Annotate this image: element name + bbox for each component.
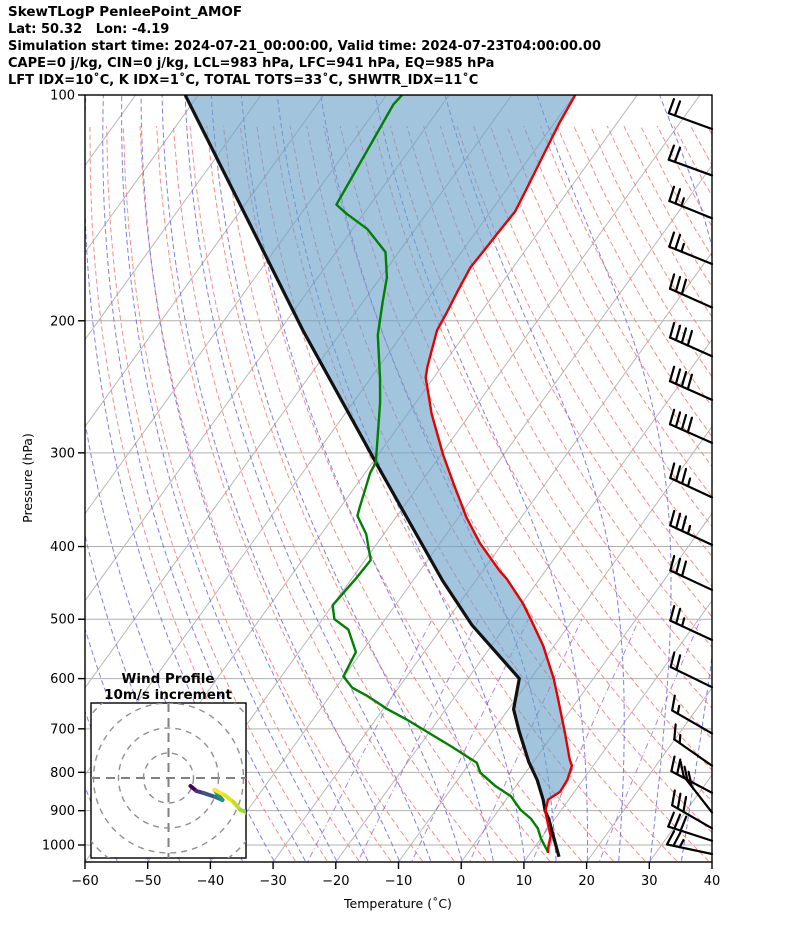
times-text: Simulation start time: 2024-07-21_00:00:… xyxy=(8,39,601,54)
x-tick-label: 20 xyxy=(578,874,595,889)
wind-barb xyxy=(670,323,712,356)
y-tick-label: 600 xyxy=(50,672,75,687)
y-axis-label: Pressure (hPa) xyxy=(20,433,35,523)
x-tick-label: 0 xyxy=(457,874,465,889)
y-tick-label: 300 xyxy=(50,446,75,461)
indices2-text: LFT IDX=10˚C, K IDX=1˚C, TOTAL TOTS=33˚C… xyxy=(8,72,478,88)
wind-barb xyxy=(667,831,712,854)
wind-barb xyxy=(669,187,712,218)
wind-barb xyxy=(669,99,712,129)
x-tick-label: −40 xyxy=(197,874,224,889)
x-tick-label: 40 xyxy=(704,874,721,889)
wind-barb xyxy=(669,146,712,176)
y-tick-label: 700 xyxy=(50,722,75,737)
wind-barb xyxy=(670,410,712,443)
y-tick-label: 800 xyxy=(50,766,75,781)
wind-barb xyxy=(670,511,712,545)
y-tick-label: 1000 xyxy=(42,839,75,854)
hodograph-title: Wind Profile xyxy=(121,671,214,687)
x-tick-label: 10 xyxy=(516,874,533,889)
x-tick-label: −20 xyxy=(322,874,349,889)
y-tick-label: 200 xyxy=(50,314,75,329)
x-tick-label: −50 xyxy=(134,874,161,889)
x-tick-label: −10 xyxy=(385,874,412,889)
y-tick-label: 500 xyxy=(50,613,75,628)
y-tick-label: 400 xyxy=(50,540,75,555)
hodograph-inset: Wind Profile 10m/s increment xyxy=(69,671,269,878)
header: SkewTLogP PenleePoint_AMOF Lat: 50.32 Lo… xyxy=(8,4,601,88)
page-title: SkewTLogP PenleePoint_AMOF xyxy=(8,4,242,20)
x-tick-label: 30 xyxy=(641,874,658,889)
wind-barb xyxy=(670,367,712,400)
y-tick-label: 900 xyxy=(50,804,75,819)
y-tick-label: 100 xyxy=(50,89,75,104)
x-tick-label: −60 xyxy=(71,874,98,889)
hodograph-subtitle: 10m/s increment xyxy=(104,687,232,703)
indices1-text: CAPE=0 j/kg, CIN=0 j/kg, LCL=983 hPa, LF… xyxy=(8,56,494,71)
latlon-text: Lat: 50.32 Lon: -4.19 xyxy=(8,22,169,37)
x-tick-label: −30 xyxy=(259,874,286,889)
x-axis-label: Temperature (˚C) xyxy=(343,896,452,911)
